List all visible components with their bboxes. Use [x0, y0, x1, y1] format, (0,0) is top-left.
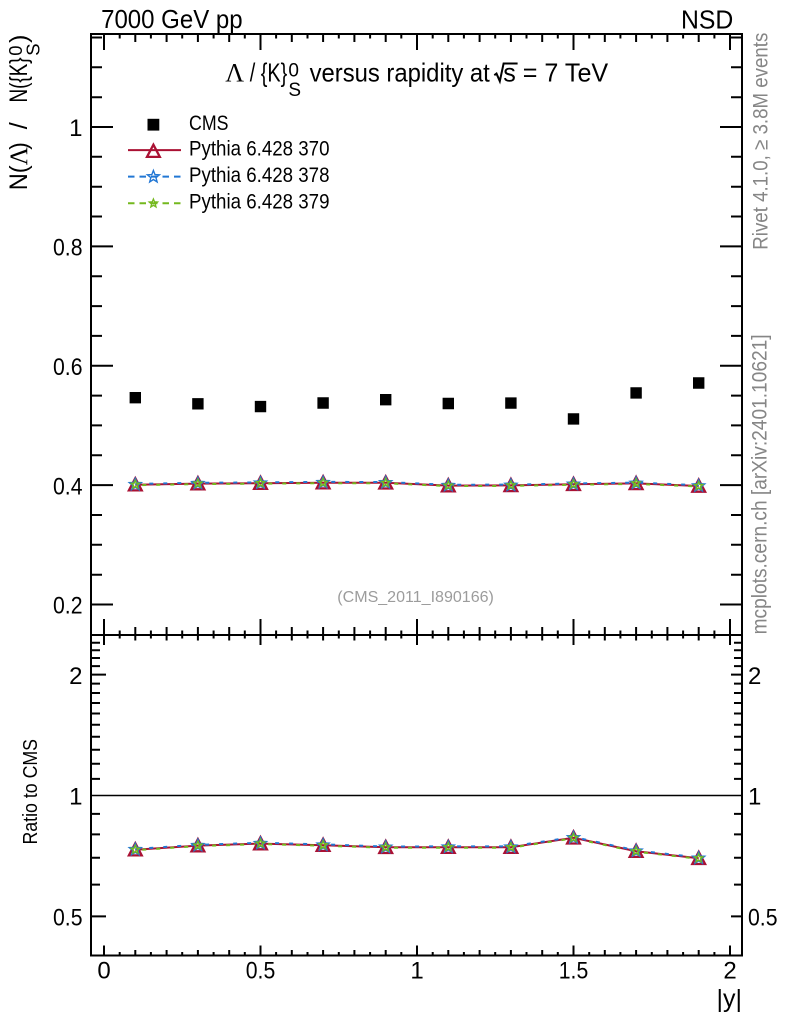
- svg-text:1: 1: [748, 784, 761, 811]
- svg-text:0.5: 0.5: [748, 905, 778, 932]
- svg-text:CMS: CMS: [189, 112, 229, 135]
- svg-text:Rivet 4.1.0, ≥ 3.8M events: Rivet 4.1.0, ≥ 3.8M events: [750, 33, 773, 250]
- svg-text:Ratio to CMS: Ratio to CMS: [20, 739, 42, 845]
- svg-text:0: 0: [97, 957, 110, 984]
- svg-text:1: 1: [410, 957, 423, 984]
- svg-text:N(Λ)/N({K}0S): N(Λ)/N({K}0S): [5, 35, 44, 191]
- svg-text:0.2: 0.2: [53, 593, 83, 620]
- svg-text:Pythia 6.428 379: Pythia 6.428 379: [189, 191, 330, 214]
- svg-text:0.8: 0.8: [53, 235, 83, 262]
- svg-text:1: 1: [69, 784, 82, 811]
- svg-text:mcplots.cern.ch [arXiv:2401.10: mcplots.cern.ch [arXiv:2401.10621]: [748, 334, 771, 634]
- svg-text:NSD: NSD: [681, 5, 733, 35]
- svg-text:2: 2: [69, 663, 82, 690]
- svg-text:2: 2: [748, 663, 761, 690]
- svg-text:0.5: 0.5: [53, 905, 83, 932]
- svg-text:0.4: 0.4: [53, 473, 83, 500]
- svg-text:2: 2: [723, 957, 736, 984]
- svg-text:|y|: |y|: [717, 985, 743, 1013]
- svg-text:0.5: 0.5: [246, 957, 276, 984]
- svg-text:1: 1: [69, 115, 82, 142]
- svg-text:7000 GeV pp: 7000 GeV pp: [101, 4, 243, 34]
- svg-text:(CMS_2011_I890166): (CMS_2011_I890166): [337, 589, 494, 606]
- svg-text:Pythia 6.428 378: Pythia 6.428 378: [189, 164, 330, 187]
- svg-text:1.5: 1.5: [559, 957, 589, 984]
- svg-text:0.6: 0.6: [53, 354, 83, 381]
- svg-text:Pythia 6.428 370: Pythia 6.428 370: [189, 138, 330, 161]
